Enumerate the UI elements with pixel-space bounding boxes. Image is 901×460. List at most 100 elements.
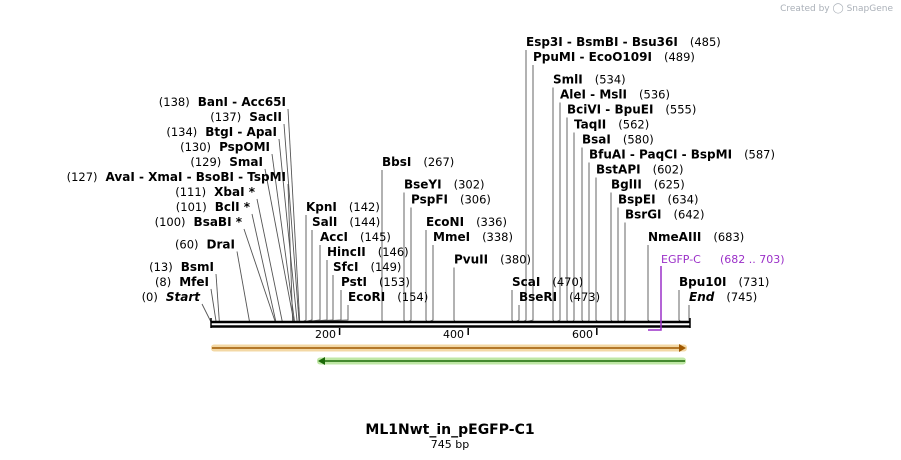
site-start[interactable]: Start (0): [142, 290, 202, 304]
site-position: (101): [176, 200, 207, 214]
site-bsai[interactable]: BsaI (580): [582, 133, 654, 147]
site-name: BspEI: [618, 193, 656, 207]
site-name: AccI: [320, 230, 348, 244]
site-position: (13): [149, 260, 173, 274]
site-bglii[interactable]: BglII (625): [611, 178, 685, 192]
site-name: MmeI: [433, 230, 470, 244]
site-avai[interactable]: AvaI - XmaI - BsoBI - TspMI (127): [67, 170, 286, 184]
ruler-label-200: 200: [315, 328, 336, 341]
site-position: (473): [569, 290, 600, 304]
site-bseri[interactable]: BseRI (473): [519, 290, 600, 304]
site-name: PvuII: [454, 253, 488, 267]
site-name: HincII: [327, 245, 366, 259]
site-hincii[interactable]: HincII (146): [327, 245, 409, 259]
site-position: (0): [142, 290, 158, 304]
site-econi[interactable]: EcoNI (336): [426, 215, 507, 229]
site-name: DraI: [207, 238, 235, 252]
site-pspomi[interactable]: PspOMI (130): [180, 140, 270, 154]
site-pspfi[interactable]: PspFI (306): [411, 193, 491, 207]
site-end[interactable]: End (745): [689, 290, 757, 304]
site-ppumi[interactable]: PpuMI - EcoO109I (489): [533, 50, 695, 64]
site-bseyi[interactable]: BseYI (302): [404, 178, 485, 192]
site-position: (111): [175, 185, 206, 199]
site-name: SacII: [249, 110, 282, 124]
site-sali[interactable]: SalI (144): [312, 215, 380, 229]
leader-line: [303, 230, 313, 323]
site-bani[interactable]: BanI - Acc65I (138): [159, 95, 286, 109]
site-mfei[interactable]: MfeI (8): [155, 275, 209, 289]
site-bsabi[interactable]: BsaBI * (100): [155, 215, 243, 229]
site-esp3i[interactable]: Esp3I - BsmBI - Bsu36I (485): [526, 35, 721, 49]
site-position: (489): [664, 50, 695, 64]
site-sacii[interactable]: SacII (137): [210, 110, 282, 124]
site-position: (145): [360, 230, 391, 244]
feature-name: EGFP-C: [661, 253, 701, 266]
site-kpni[interactable]: KpnI (142): [306, 200, 380, 214]
site-position: (336): [476, 215, 507, 229]
site-labels: Start(0)MfeI(8)BsmI (13) DraI (60) BsaBI *(1…: [67, 35, 775, 304]
leader-line: [243, 228, 276, 323]
site-position: (154): [397, 290, 428, 304]
site-smli[interactable]: SmlI (534): [553, 73, 626, 87]
leader-line: [610, 192, 614, 323]
site-position: (60): [175, 238, 199, 252]
site-position: (683): [713, 230, 744, 244]
leader-line: [271, 153, 296, 323]
leader-line: [283, 123, 300, 323]
site-position: (731): [738, 275, 769, 289]
site-position: (100): [155, 215, 186, 229]
leader-line: [302, 215, 307, 323]
site-position: (485): [690, 35, 721, 49]
site-position: (149): [370, 260, 401, 274]
site-sfci[interactable]: SfcI (149): [333, 260, 401, 274]
site-name: BsmI: [181, 260, 214, 274]
site-bbsi[interactable]: BbsI (267): [382, 155, 454, 169]
site-name: BglII: [611, 178, 642, 192]
site-bspei[interactable]: BspEI (634): [618, 193, 698, 207]
site-smai[interactable]: SmaI (129): [190, 155, 263, 169]
site-bpu10i[interactable]: Bpu10I (731): [679, 275, 769, 289]
site-position: (602): [653, 163, 684, 177]
leader-line: [210, 288, 217, 323]
site-bcli[interactable]: BclI * (101): [176, 200, 251, 214]
site-position: (562): [618, 118, 649, 132]
site-bcivi[interactable]: BciVI - BpuEI (555): [567, 103, 696, 117]
site-bsmi[interactable]: BsmI (13): [149, 260, 214, 274]
site-bstapi[interactable]: BstAPI (602): [596, 163, 684, 177]
leader-line: [425, 230, 428, 323]
site-taqii[interactable]: TaqII (562): [574, 118, 649, 132]
site-nmeaiii[interactable]: NmeAIII (683): [648, 230, 744, 244]
site-psti[interactable]: PstI (153): [341, 275, 410, 289]
site-position: (267): [423, 155, 454, 169]
site-btgi[interactable]: BtgI - ApaI (134): [166, 125, 277, 139]
site-acci[interactable]: AccI (145): [320, 230, 391, 244]
site-pvuii[interactable]: PvuII (380): [454, 253, 531, 267]
orf-forward-arrow[interactable]: [211, 344, 687, 352]
site-bsrgi[interactable]: BsrGI (642): [625, 208, 704, 222]
site-bfuai[interactable]: BfuAI - PaqCI - BspMI (587): [589, 148, 775, 162]
feature-egfp-c[interactable]: EGFP-C (682 .. 703): [648, 253, 785, 331]
leader-line: [215, 273, 220, 323]
leader-line: [309, 290, 342, 323]
site-name: BsrGI: [625, 208, 662, 222]
site-position: (555): [665, 103, 696, 117]
site-scai[interactable]: ScaI (470): [512, 275, 583, 289]
site-position: (587): [744, 148, 775, 162]
leader-line: [236, 251, 251, 323]
leader-line: [304, 260, 328, 323]
site-position: (534): [595, 73, 626, 87]
site-position: (137): [210, 110, 241, 124]
site-ecori[interactable]: EcoRI (154): [348, 290, 428, 304]
site-position: (134): [166, 125, 197, 139]
site-mmei[interactable]: MmeI (338): [433, 230, 513, 244]
site-position: (634): [668, 193, 699, 207]
site-name: BsaI: [582, 133, 611, 147]
site-name: PspFI: [411, 193, 448, 207]
site-alei[interactable]: AleI - MslI (536): [560, 88, 670, 102]
site-xbai[interactable]: XbaI * (111): [175, 185, 256, 199]
site-name: SmaI: [229, 155, 263, 169]
orf-reverse-arrow[interactable]: [317, 357, 686, 365]
site-drai[interactable]: DraI (60): [175, 238, 235, 252]
leader-line: [511, 290, 514, 323]
